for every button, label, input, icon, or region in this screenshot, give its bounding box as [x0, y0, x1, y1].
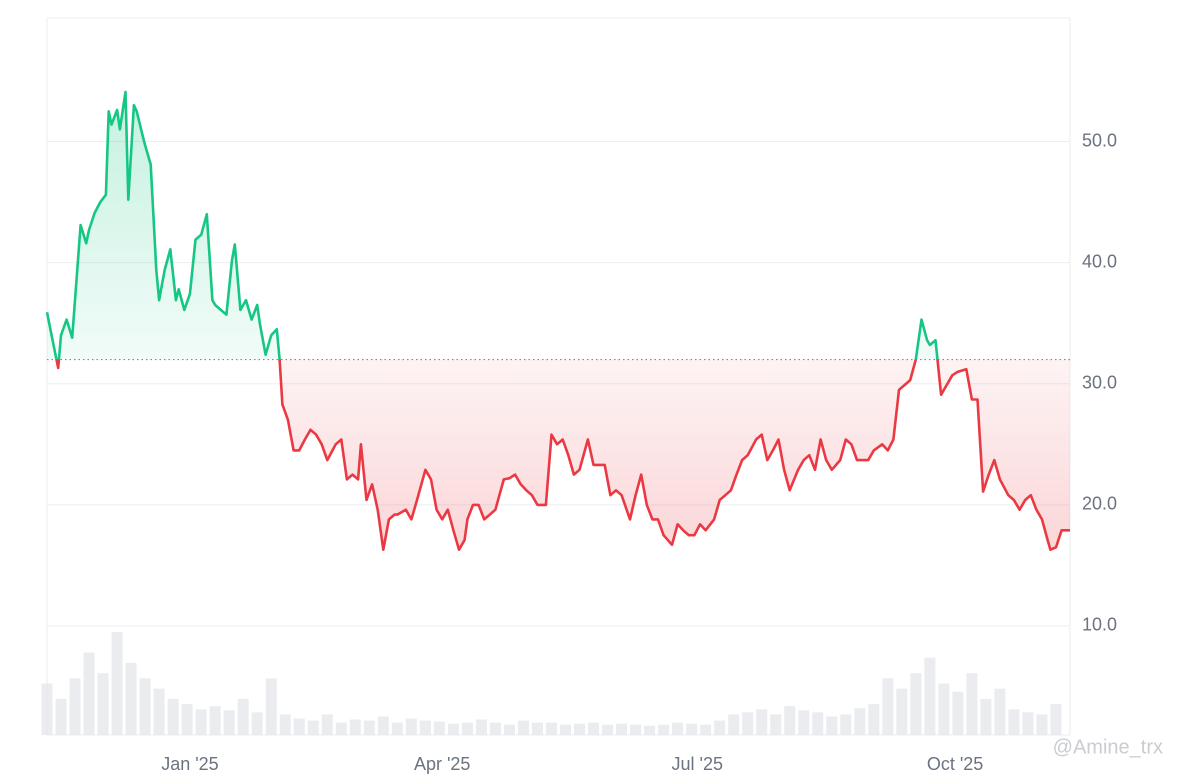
y-tick-label: 30.0 — [1082, 373, 1117, 393]
volume-bar — [1022, 712, 1034, 735]
volume-bar — [293, 718, 305, 735]
volume-bar — [363, 720, 375, 735]
volume-bar — [714, 720, 726, 735]
volume-bar — [630, 724, 642, 735]
volume-bar — [602, 724, 614, 735]
volume-bar — [489, 722, 501, 735]
volume-bar — [574, 723, 586, 735]
volume-bar — [980, 698, 992, 735]
volume-bar — [840, 714, 852, 735]
volume-bar — [153, 688, 165, 735]
volume-bar — [882, 678, 894, 735]
volume-bar — [700, 724, 712, 735]
volume-bar — [111, 632, 123, 735]
volume-bar — [41, 683, 53, 735]
area-fill — [47, 91, 1070, 550]
volume-bar — [588, 722, 600, 735]
volume-bar — [391, 722, 403, 735]
volume-bar — [433, 721, 445, 735]
volume-bar — [279, 714, 291, 735]
volume-bar — [139, 678, 151, 735]
x-tick-label: Apr '25 — [414, 754, 470, 774]
watermark: @Amine_trx — [1053, 736, 1163, 758]
volume-bar — [97, 673, 109, 735]
y-tick-label: 20.0 — [1082, 494, 1117, 514]
volume-bar — [742, 712, 754, 735]
volume-bar — [994, 688, 1006, 735]
volume-bar — [377, 716, 389, 735]
x-tick-label: Oct '25 — [927, 754, 983, 774]
volume-bar — [447, 723, 459, 735]
volume-bar — [237, 698, 249, 735]
volume-bar — [826, 716, 838, 735]
volume-bar — [349, 719, 361, 735]
volume-bar — [83, 652, 95, 735]
volume-bar — [686, 723, 698, 735]
y-tick-label: 50.0 — [1082, 130, 1117, 150]
volume-bar — [125, 662, 137, 735]
volume-bar — [812, 712, 824, 735]
x-tick-label: Jan '25 — [161, 754, 218, 774]
volume-bar — [517, 720, 529, 735]
volume-bar — [1008, 709, 1020, 735]
volume-bar — [966, 673, 978, 735]
y-tick-label: 40.0 — [1082, 251, 1117, 271]
x-tick-label: Jul '25 — [672, 754, 723, 774]
volume-bar — [770, 714, 782, 735]
volume-bar — [560, 724, 572, 735]
volume-bar — [896, 688, 908, 735]
volume-bar — [784, 706, 796, 735]
volume-bar — [321, 714, 333, 735]
volume-bar — [672, 722, 684, 735]
volume-bar — [910, 673, 922, 735]
volume-bar — [658, 724, 670, 735]
volume-bar — [223, 710, 235, 735]
volume-bar — [854, 708, 866, 735]
volume-bar — [55, 698, 67, 735]
volume-bar — [167, 698, 179, 735]
volume-bar — [419, 720, 431, 735]
volume-bar — [644, 725, 656, 735]
volume-bar — [924, 657, 936, 735]
volume-bar — [868, 704, 880, 735]
volume-bar — [1036, 714, 1048, 735]
volume-bar — [251, 712, 263, 735]
volume-bar — [756, 709, 768, 735]
volume-bar — [798, 710, 810, 735]
volume-bar — [195, 709, 207, 735]
volume-bar — [616, 723, 628, 735]
volume-bar — [531, 722, 543, 735]
volume-bar — [545, 722, 557, 735]
price-line — [45, 90, 1070, 551]
volume-bar — [209, 706, 221, 735]
volume-bar — [265, 678, 277, 735]
y-tick-label: 10.0 — [1082, 615, 1117, 635]
volume-bar — [307, 720, 319, 735]
volume-bar — [1050, 704, 1062, 735]
volume-bar — [181, 704, 193, 735]
volume-bar — [69, 678, 81, 735]
volume-bar — [952, 691, 964, 735]
volume-bar — [335, 722, 347, 735]
volume-bar — [475, 719, 487, 735]
volume-bar — [938, 683, 950, 735]
volume-bar — [503, 724, 515, 735]
volume-bar — [461, 722, 473, 735]
volume-bar — [728, 714, 740, 735]
volume-bar — [405, 718, 417, 735]
